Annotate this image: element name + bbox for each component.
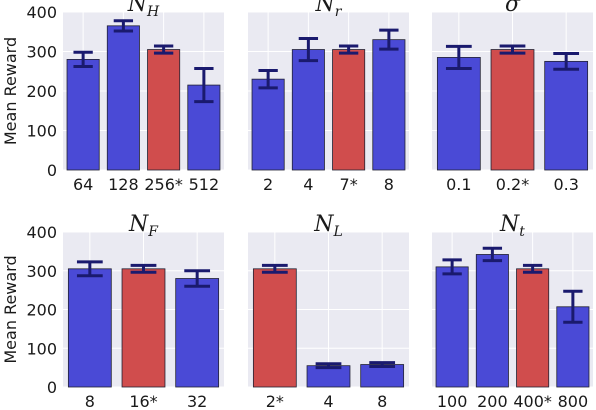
chart-title-subscript: F: [147, 224, 159, 240]
x-tick-label: 256*: [144, 175, 183, 194]
y-tick-label: 0: [47, 161, 57, 180]
x-tick-label: 200: [477, 392, 508, 410]
chart-panel-0: 0 100 200 300 400 64 128 256* 512 NH Mean Reward: [1, 0, 224, 194]
x-tick-label: 800: [558, 392, 589, 410]
bar-512: [187, 84, 221, 171]
x-tick-label: 128: [108, 175, 139, 194]
bar-100: [435, 266, 469, 388]
x-tick-label: 2: [263, 175, 273, 194]
chart-title-subscript: L: [332, 224, 342, 240]
x-tick-label: 4: [323, 392, 333, 410]
y-tick-label: 100: [26, 339, 57, 358]
bar-400-star: [516, 268, 550, 388]
y-tick-label: 300: [26, 43, 57, 62]
x-tick-label: 512: [189, 175, 220, 194]
y-tick-label: 400: [26, 3, 57, 22]
bar-8: [67, 268, 112, 388]
x-tick-label: 0.1: [446, 175, 471, 194]
bar-16-star: [121, 268, 166, 388]
chart-title-main: N: [313, 212, 334, 237]
x-tick-label: 32: [187, 392, 207, 410]
x-tick-label: 64: [73, 175, 93, 194]
chart-title: Nr: [315, 0, 343, 20]
x-tick-label: 7*: [340, 175, 358, 194]
chart-title-subscript: t: [519, 224, 525, 240]
bar-8: [372, 39, 406, 171]
bar-2: [251, 78, 285, 171]
y-axis-label: Mean Reward: [1, 255, 20, 363]
y-tick-label: 200: [26, 301, 57, 320]
chart-panel-2: 0.1 0.2* 0.3 σ: [432, 0, 593, 194]
chart-panel-5: 100 200 400* 800 Nt: [432, 212, 593, 410]
chart-title: NF: [128, 212, 159, 240]
bar-4: [291, 49, 325, 171]
x-tick-label: 100: [437, 392, 468, 410]
bar-2-star: [252, 268, 297, 388]
bar-0.3: [544, 60, 589, 171]
chart-title-subscript: H: [146, 4, 160, 20]
chart-title-main: σ: [505, 0, 521, 17]
chart-panel-4: 2* 4 8 NL: [248, 212, 409, 410]
bar-128: [106, 25, 140, 171]
x-tick-label: 16*: [129, 392, 157, 410]
x-tick-label: 8: [377, 392, 387, 410]
chart-panel-1: 2 4 7* 8 Nr: [248, 0, 409, 194]
chart-title-subscript: r: [335, 4, 343, 20]
bar-256-star: [147, 49, 181, 171]
chart-title-main: N: [127, 0, 148, 17]
chart-title: σ: [505, 0, 521, 17]
y-tick-label: 100: [26, 122, 57, 141]
chart-title-main: N: [315, 0, 336, 17]
y-axis-label: Mean Reward: [1, 37, 20, 145]
chart-panel-3: 0 100 200 300 400 8 16* 32 NF Mean Reward: [1, 212, 224, 410]
x-tick-label: 400*: [513, 392, 552, 410]
bar-0.2-star: [490, 49, 535, 171]
bar-32: [175, 278, 220, 388]
chart-title-main: N: [128, 212, 149, 237]
bar-7-star: [332, 49, 366, 171]
y-tick-label: 300: [26, 262, 57, 281]
bar-64: [66, 59, 100, 171]
x-tick-label: 0.3: [553, 175, 578, 194]
x-tick-label: 4: [303, 175, 313, 194]
x-tick-label: 2*: [266, 392, 284, 410]
y-tick-label: 200: [26, 82, 57, 101]
chart-title: NH: [127, 0, 160, 20]
bar-200: [475, 254, 509, 388]
chart-title: Nt: [499, 212, 525, 240]
x-tick-label: 0.2*: [496, 175, 529, 194]
chart-title-main: N: [499, 212, 520, 237]
chart-title: NL: [313, 212, 343, 240]
y-tick-label: 400: [26, 223, 57, 242]
bar-0.1: [436, 57, 481, 171]
y-tick-label: 0: [47, 378, 57, 397]
x-tick-label: 8: [384, 175, 394, 194]
x-tick-label: 8: [85, 392, 95, 410]
